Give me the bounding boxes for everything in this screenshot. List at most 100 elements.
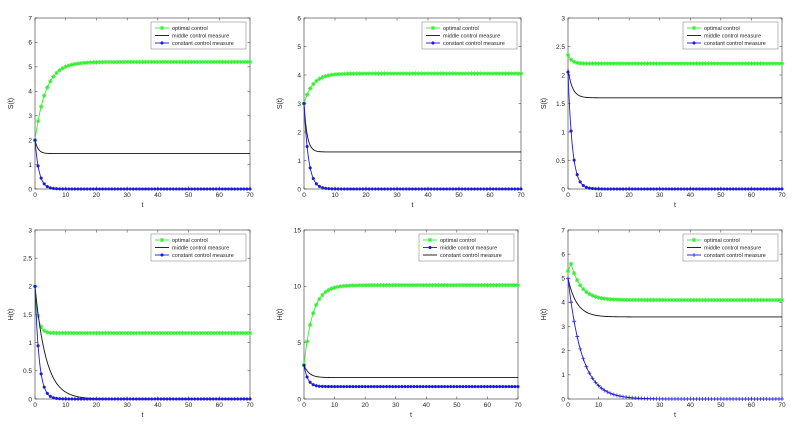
data-point bbox=[469, 283, 475, 288]
legend-label: optimal control bbox=[704, 26, 740, 32]
data-point bbox=[134, 397, 138, 401]
series-3 bbox=[33, 138, 252, 191]
legend-label: constant control measure bbox=[704, 253, 766, 259]
data-point bbox=[60, 66, 65, 71]
data-point bbox=[125, 187, 129, 191]
data-point bbox=[657, 297, 662, 303]
data-point bbox=[177, 330, 182, 336]
data-point bbox=[439, 283, 444, 288]
data-point bbox=[420, 187, 424, 191]
data-point bbox=[226, 187, 231, 191]
data-point bbox=[201, 59, 207, 65]
data-point bbox=[122, 397, 126, 401]
data-point bbox=[88, 397, 92, 401]
data-point bbox=[733, 297, 739, 303]
data-point bbox=[776, 61, 782, 66]
data-point bbox=[406, 385, 410, 389]
data-point bbox=[418, 385, 422, 389]
data-point bbox=[569, 129, 573, 133]
data-point bbox=[177, 397, 181, 401]
data-point bbox=[311, 81, 316, 87]
data-point bbox=[617, 297, 623, 302]
data-point bbox=[503, 71, 508, 76]
data-point bbox=[457, 283, 463, 288]
data-point bbox=[658, 187, 662, 191]
data-point bbox=[448, 283, 453, 288]
data-point bbox=[590, 376, 595, 381]
data-point bbox=[425, 71, 431, 76]
data-point bbox=[204, 330, 210, 336]
data-point bbox=[397, 71, 403, 76]
y-tick-label: 5 bbox=[297, 44, 301, 51]
data-point bbox=[568, 57, 574, 62]
data-point bbox=[116, 187, 120, 191]
x-tick-label: 30 bbox=[392, 402, 400, 409]
data-point bbox=[314, 302, 319, 308]
x-tick-label: 70 bbox=[778, 402, 786, 409]
data-point bbox=[359, 283, 365, 288]
data-point bbox=[605, 61, 610, 66]
data-point bbox=[60, 330, 65, 336]
data-point bbox=[51, 330, 56, 336]
series-line bbox=[567, 69, 782, 99]
data-point bbox=[326, 287, 331, 293]
data-point bbox=[107, 397, 111, 401]
data-point bbox=[433, 283, 438, 288]
legend-label: middle control measure bbox=[172, 246, 229, 252]
legend: optimal control middle control measurecon… bbox=[418, 233, 515, 262]
data-point bbox=[673, 187, 677, 191]
data-point bbox=[482, 187, 486, 191]
data-point bbox=[395, 187, 399, 191]
data-point bbox=[326, 384, 331, 389]
data-point bbox=[703, 297, 708, 303]
y-tick-label: 1 bbox=[28, 162, 32, 169]
data-point bbox=[109, 59, 114, 65]
data-point bbox=[229, 59, 234, 65]
data-point bbox=[320, 384, 324, 389]
data-point bbox=[581, 356, 586, 361]
data-point bbox=[515, 71, 521, 76]
data-point bbox=[226, 59, 231, 65]
data-point bbox=[581, 61, 586, 66]
data-point bbox=[103, 59, 108, 65]
data-point bbox=[198, 59, 204, 65]
data-point bbox=[177, 59, 182, 65]
data-point bbox=[617, 394, 622, 399]
data-point bbox=[599, 296, 604, 301]
data-point bbox=[317, 76, 322, 81]
data-point bbox=[645, 187, 650, 191]
data-point bbox=[302, 101, 306, 106]
data-point bbox=[348, 187, 353, 191]
data-point bbox=[464, 385, 468, 389]
data-point bbox=[623, 297, 629, 303]
data-point bbox=[513, 385, 517, 389]
data-point bbox=[605, 296, 610, 302]
y-axis-label: H(t) bbox=[541, 309, 548, 321]
data-point bbox=[463, 283, 469, 288]
x-tick-label: 40 bbox=[687, 192, 695, 199]
data-point bbox=[305, 144, 309, 149]
y-tick-label: 15 bbox=[294, 227, 302, 234]
data-point bbox=[758, 187, 763, 191]
data-point bbox=[709, 297, 714, 303]
data-point bbox=[245, 397, 249, 401]
data-point bbox=[472, 71, 477, 76]
data-point bbox=[721, 61, 727, 66]
data-point bbox=[755, 187, 760, 191]
data-point bbox=[121, 330, 127, 336]
data-point bbox=[320, 75, 325, 80]
y-tick-label: 10 bbox=[294, 284, 302, 291]
data-point bbox=[777, 187, 781, 191]
data-point bbox=[168, 397, 172, 401]
data-point bbox=[333, 187, 337, 191]
data-point bbox=[360, 71, 366, 76]
data-point bbox=[654, 297, 659, 303]
data-point bbox=[441, 71, 446, 76]
data-point bbox=[423, 187, 427, 191]
data-point bbox=[357, 71, 362, 76]
data-point bbox=[223, 330, 228, 336]
data-point bbox=[660, 61, 665, 66]
data-point bbox=[189, 59, 194, 65]
data-point bbox=[208, 187, 212, 191]
data-point bbox=[648, 187, 653, 191]
